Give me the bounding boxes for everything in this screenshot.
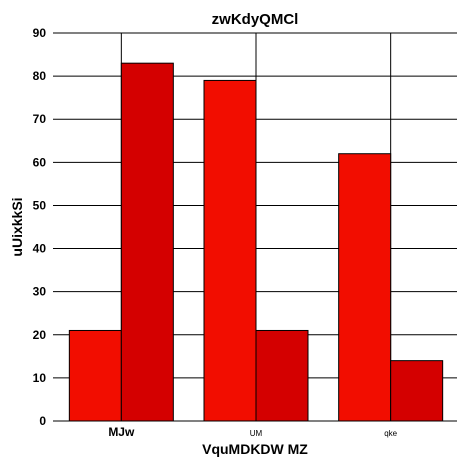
y-tick-label: 30 <box>33 285 47 299</box>
y-tick-label: 60 <box>33 155 47 169</box>
x-tick-label: qke <box>384 429 397 438</box>
y-axis-label: uUixkkSi <box>9 197 25 256</box>
x-axis-ticks: MJw UM qke <box>108 425 397 439</box>
y-tick-label: 90 <box>33 26 47 40</box>
bar-mjw-series-1 <box>68 329 122 422</box>
y-tick-label: 40 <box>33 242 47 256</box>
bar-um-series-1 <box>203 79 257 422</box>
chart-title: zwKdyQMCl <box>212 11 299 28</box>
y-tick-label: 50 <box>33 198 47 212</box>
bar-mjw-series-2 <box>120 62 174 422</box>
bars <box>68 62 444 422</box>
y-axis-ticks: 0 10 20 30 40 50 60 70 80 90 <box>33 26 47 428</box>
x-tick-label: MJw <box>108 425 135 439</box>
y-tick-label: 80 <box>33 69 47 83</box>
y-tick-label: 70 <box>33 112 47 126</box>
y-tick-label: 0 <box>39 414 46 428</box>
x-axis-label: VquMDKDW MZ <box>202 441 308 457</box>
bar-qke-series-2 <box>390 360 444 422</box>
y-tick-label: 10 <box>33 371 47 385</box>
bar-um-series-2 <box>255 329 309 422</box>
x-tick-label: UM <box>250 429 263 438</box>
y-tick-label: 20 <box>33 328 47 342</box>
bar-qke-series-1 <box>338 153 392 422</box>
